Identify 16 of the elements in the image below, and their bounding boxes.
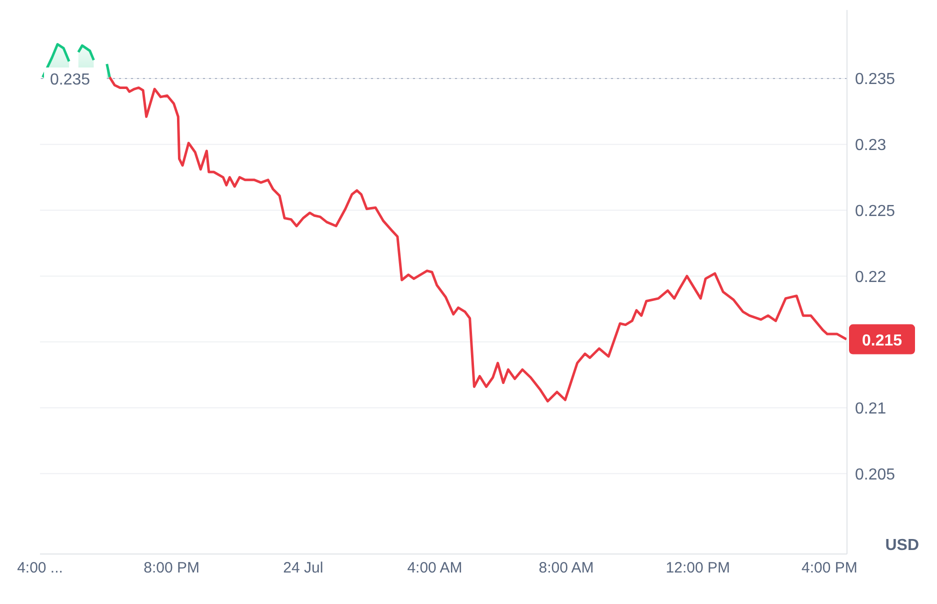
x-tick-label: 4:00 PM (802, 560, 858, 577)
ref-line-label: 0.235 (50, 71, 90, 88)
x-tick-label: 4:00 AM (407, 560, 462, 577)
y-axis-title: USD (885, 537, 919, 554)
y-tick-label: 0.235 (855, 71, 896, 88)
x-tick-label: 8:00 PM (144, 560, 200, 577)
text: 0.215 (862, 332, 902, 350)
x-tick-label: 24 Jul (283, 560, 324, 577)
y-tick-label: 0.21 (855, 400, 886, 418)
y-tick-label: 0.22 (855, 268, 886, 286)
x-tick-label: 12:00 PM (666, 560, 730, 577)
x-tick-label: 8:00 AM (538, 560, 594, 577)
x-tick-label: 4:00 ... (17, 560, 63, 577)
y-tick-label: 0.23 (855, 137, 886, 154)
y-tick-label: 0.225 (855, 202, 896, 220)
y-tick-label: 0.205 (855, 466, 896, 484)
